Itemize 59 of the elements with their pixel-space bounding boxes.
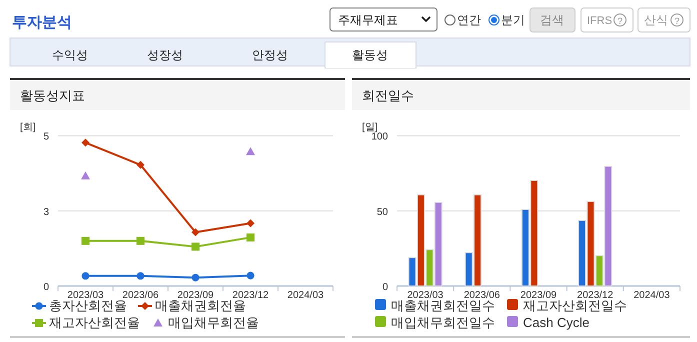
y-axis-title: [회] [20, 122, 36, 133]
y-tick-label: 50 [376, 206, 388, 218]
point [82, 138, 90, 147]
help-icon: ? [614, 14, 626, 26]
point [81, 171, 90, 180]
point [246, 272, 254, 280]
x-tick-label: 2023/06 [464, 290, 500, 301]
point [246, 147, 255, 156]
x-tick-label: 2023/09 [177, 290, 214, 301]
legend-item: Cash Cycle [507, 315, 590, 330]
point [136, 160, 144, 169]
text: 연간 [457, 13, 481, 27]
y-tick-label: 0 [382, 282, 388, 293]
help-icon: ? [670, 14, 684, 26]
legend-item: 재고자산회전율 [32, 315, 140, 330]
legend-label: 매출채권회전율 [155, 298, 246, 313]
point [192, 228, 200, 236]
legend-label: 총자산회전율 [49, 298, 127, 313]
x-tick-label: 2023/03 [67, 290, 104, 301]
text: 안정성 [252, 48, 288, 62]
point [246, 219, 254, 228]
x-tick-label: 2023/12 [232, 290, 270, 301]
legend-item: 매출채권회전율 [138, 298, 246, 313]
legend-item: 매입채무회전일수 [375, 315, 495, 330]
point [192, 242, 200, 251]
point [82, 236, 90, 245]
legend-item: 매입채무회전율 [154, 315, 259, 330]
legend-item: 총자산회전율 [32, 298, 127, 313]
text: 주재무제표 [338, 13, 398, 27]
x-tick-label: 2023/03 [407, 290, 444, 301]
text: 활동성 [352, 48, 388, 62]
point [136, 272, 144, 280]
text: 성장성 [147, 48, 183, 62]
text: 분기 [501, 13, 525, 27]
y-tick-label: 0 [43, 282, 50, 293]
x-tick-label: 2023/06 [122, 290, 160, 301]
text: 산식 [644, 13, 668, 27]
chart-title: 활동성지표 [20, 88, 85, 103]
x-tick-label: 2024/03 [634, 290, 670, 301]
legend-label: Cash Cycle [523, 315, 590, 330]
x-tick-label: 2023/09 [520, 290, 558, 301]
x-tick-label: 2023/12 [577, 290, 614, 301]
point [246, 233, 254, 242]
text: IFRS [587, 15, 612, 27]
chart-title: 회전일수 [362, 88, 414, 103]
point [192, 274, 200, 282]
y-tick-label: 5 [43, 132, 50, 143]
legend-item: 재고자산회전일수 [507, 298, 627, 313]
y-tick-label: 100 [371, 132, 388, 143]
x-tick-label: 2024/03 [287, 290, 324, 301]
point [82, 272, 90, 280]
point [136, 236, 144, 245]
y-axis-title: [일] [362, 122, 378, 133]
y-tick-label: 3 [43, 206, 50, 218]
title: 투자분석 [12, 14, 72, 31]
legend-label: 재고자산회전율 [49, 315, 140, 330]
legend-item: 매출채권회전일수 [375, 298, 495, 313]
text: 수익성 [52, 48, 88, 62]
text: 검색 [540, 13, 564, 27]
